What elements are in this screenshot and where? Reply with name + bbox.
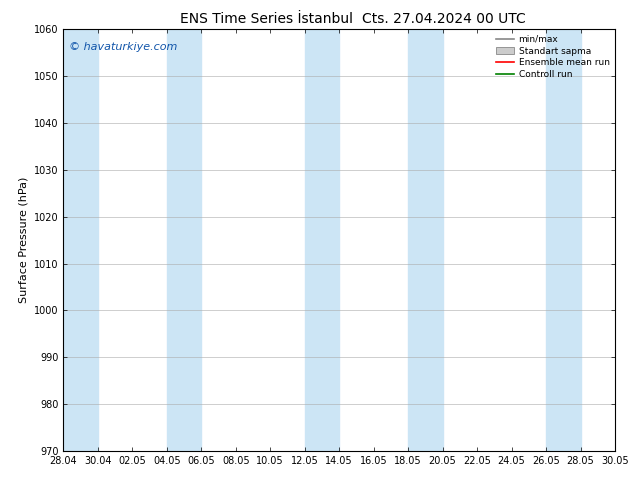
Text: ENS Time Series İstanbul: ENS Time Series İstanbul: [180, 12, 353, 26]
Text: © havaturkiye.com: © havaturkiye.com: [69, 42, 178, 52]
Legend: min/max, Standart sapma, Ensemble mean run, Controll run: min/max, Standart sapma, Ensemble mean r…: [493, 31, 613, 82]
Y-axis label: Surface Pressure (hPa): Surface Pressure (hPa): [18, 177, 29, 303]
Bar: [63, 29, 98, 451]
Bar: [305, 29, 339, 451]
Bar: [408, 29, 443, 451]
Text: Cts. 27.04.2024 00 UTC: Cts. 27.04.2024 00 UTC: [362, 12, 526, 26]
Bar: [167, 29, 202, 451]
Bar: [546, 29, 581, 451]
